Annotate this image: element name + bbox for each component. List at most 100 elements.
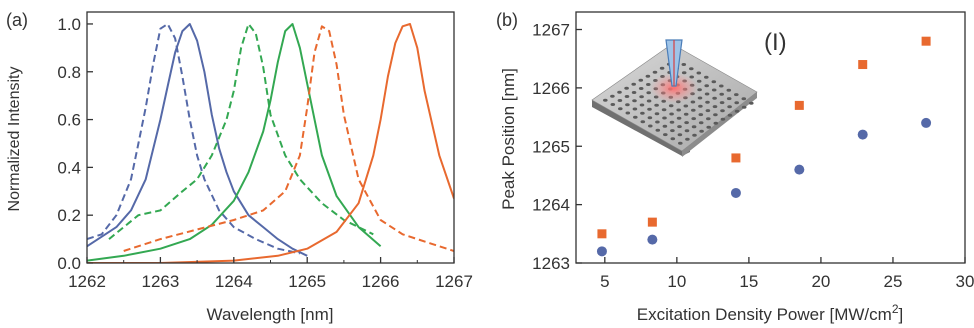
slab-hole [668,104,674,108]
slab-hole [691,125,697,129]
panel-a-y-tick-label: 0.8 [57,63,81,82]
panel-a-x-tick-label: 1265 [288,272,326,291]
panel-a-label: (a) [6,10,28,30]
slab-hole [705,100,710,104]
slab-hole [647,116,653,120]
slab-hole [639,103,645,107]
slab-hole [678,141,683,145]
slab-hole [647,107,652,111]
slab-hole [646,91,651,95]
slab-hole [727,105,732,109]
slab-hole [676,108,681,112]
slab-hole [741,105,747,109]
spectrum-line-orange-dashed [123,25,454,252]
slab-hole [610,94,615,98]
slab-hole [681,63,687,66]
panel-b-x-axis-label: Excitation Density Power [MW/cm2] [637,302,903,324]
panel-a-y-tick-label: 0.2 [57,206,81,225]
slab-hole [734,101,739,105]
panel-b-x-axis-label-superscript: 2 [892,302,899,316]
slab-hole [727,113,733,117]
data-point-circle [596,246,607,257]
slab-hole [684,121,689,125]
slab-hole [698,113,704,117]
slab-hole [713,121,719,125]
slab-hole [712,96,717,100]
slab-hole [691,108,696,112]
slab-hole [646,83,651,86]
slab-hole [734,109,740,113]
slab-hole [704,84,709,88]
panel-b-ticks: 5 10 15 20 25 30 1263 1264 1265 1266 1267 [532,21,974,291]
panel-a-series-group [87,23,454,263]
slab-hole [697,96,703,100]
panel-a-x-tick-label: 1266 [362,272,400,291]
panel-b-y-tick-label: 1267 [532,21,570,40]
slab-hole [624,86,629,90]
slab-hole [624,95,630,98]
slab-hole [631,82,636,86]
slab-hole [749,101,754,105]
slab-hole [638,78,644,82]
data-point-square [858,60,868,70]
panel-a-x-tick-label: 1263 [141,272,179,291]
slab-hole [662,124,668,128]
panel-b-x-tick-label: 10 [667,272,686,291]
slab-hole [690,100,696,104]
slab-hole [625,111,631,115]
slab-hole [677,125,682,129]
slab-hole [632,107,638,111]
slab-hole [648,124,653,128]
slab-hole [691,117,696,121]
data-point-circle [857,129,868,140]
slab-front-face [682,92,757,157]
panel-b-y-tick-label: 1264 [532,196,570,215]
slab-hole [610,103,616,106]
slab-hole [684,129,690,133]
data-point-square [731,153,741,163]
panel-a-y-tick-label: 0.0 [57,254,81,273]
slab-hole [711,80,717,84]
slab-hole [706,125,711,129]
inset-label: (I) [764,29,787,56]
panel-b-x-tick-label: 5 [600,272,609,291]
slab-hole [705,109,711,113]
slab-hole [676,116,682,120]
panel-a-plot-frame [86,11,455,264]
panel-b-y-tick-label: 1265 [532,137,570,156]
spectrum-line-green-dashed [108,23,374,240]
slab-hole [711,88,717,92]
slab-hole [683,112,689,116]
spectrum-line-orange-solid [87,23,454,263]
slab-hole [659,66,665,70]
slab-hole [652,70,658,74]
panel-b-y-tick-label: 1263 [532,254,570,273]
data-point-square [794,100,804,110]
slab-hole [677,133,683,137]
panel-b-label: (b) [496,10,518,30]
panel-b-x-tick-label: 20 [811,272,830,291]
slab-hole [689,67,694,71]
slab-hole [685,137,690,141]
panel-a-y-tick-label: 1.0 [57,15,81,34]
slab-hole [704,92,710,96]
slab-hole [692,133,697,137]
panel-b-peak-position: (b) (I) 5 10 15 20 25 3012631264126512661267 … [496,10,974,324]
slab-hole [617,90,622,94]
slab-hole [712,105,718,109]
slab-hole [670,129,675,133]
slab-hole [618,107,623,111]
slab-hole [633,115,638,119]
panel-b-x-axis-label-main: Excitation Density Power [MW/cm [637,305,892,324]
slab-hole [719,92,724,96]
slab-hole [698,104,703,108]
slab-hole [734,93,739,97]
excitation-spot-glow [650,73,698,103]
slab-hole [683,104,689,108]
panel-a-x-tick-label: 1264 [215,272,253,291]
slab-hole [726,97,732,101]
panel-b-y-axis-label: Peak Position [nm] [499,68,518,210]
slab-hole [669,120,675,124]
slab-hole [713,113,718,117]
slab-hole [631,91,637,94]
